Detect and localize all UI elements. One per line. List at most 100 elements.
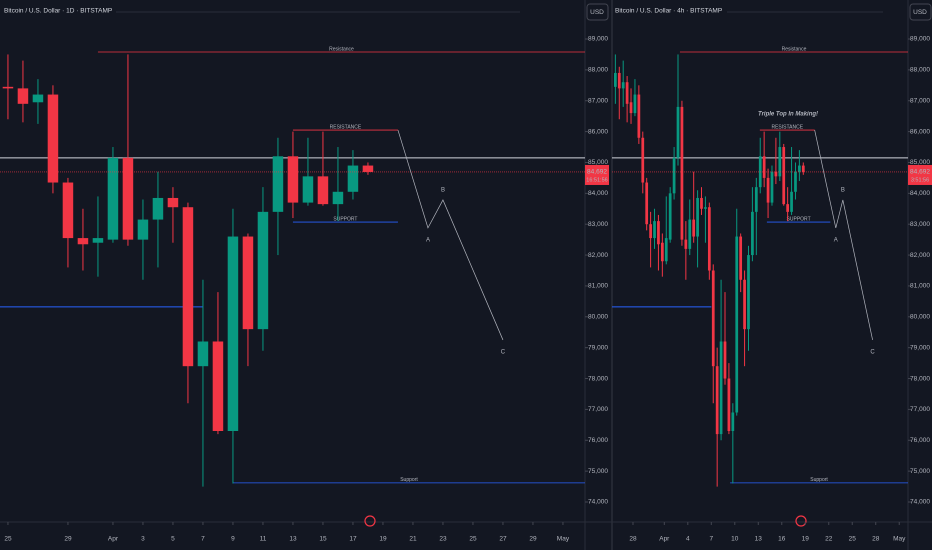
candle-body [197, 341, 209, 367]
price-tag-value: 84,692 [910, 169, 930, 176]
y-tick-label: 79,000 [588, 344, 608, 351]
x-tick-label: 3 [141, 536, 145, 543]
projection-path [397, 129, 504, 341]
projection-path [814, 129, 873, 341]
y-tick-label: 89,000 [588, 36, 608, 43]
y-tick-label: 86,000 [910, 128, 930, 135]
candle-body [786, 204, 790, 212]
candle-body [227, 236, 239, 432]
y-tick-label: 80,000 [588, 314, 608, 321]
price-tag-countdown: 16:51:56 [586, 177, 607, 183]
candle-body [782, 147, 786, 205]
candle-body [696, 197, 699, 237]
candle-body [715, 366, 719, 435]
x-tick-label: 10 [731, 536, 739, 543]
candle-body [798, 165, 801, 172]
y-tick-label: 84,000 [588, 190, 608, 197]
currency: USD [913, 9, 927, 16]
y-tick-label: 85,000 [588, 159, 608, 166]
candle-body [167, 197, 179, 208]
candle-body [212, 341, 224, 432]
x-tick-label: Apr [659, 536, 670, 543]
y-tick-label: 84,000 [910, 190, 930, 197]
projection-label: C [870, 350, 875, 356]
x-tick-label: 21 [409, 536, 417, 543]
candle-body [766, 177, 770, 203]
projection-label: B [841, 188, 845, 194]
x-tick-label: May [557, 536, 570, 543]
candle-body [680, 106, 684, 240]
candle-body [77, 238, 89, 245]
x-tick-label: 13 [289, 536, 297, 543]
projection-label: C [501, 350, 506, 356]
candle-body [625, 82, 629, 104]
y-tick-label: 75,000 [910, 468, 930, 475]
candle-body [723, 341, 727, 379]
candle-body [684, 239, 688, 249]
x-tick-label: 29 [64, 536, 72, 543]
candle-body [137, 219, 149, 240]
y-tick-label: 88,000 [910, 67, 930, 74]
y-tick-label: 76,000 [588, 437, 608, 444]
candle-body [645, 182, 649, 225]
y-tick-label: 82,000 [588, 252, 608, 259]
candle-body [242, 236, 254, 330]
currency: USD [590, 9, 604, 16]
level-label: Resistance [329, 46, 354, 52]
candle-body [770, 171, 774, 203]
x-tick-label: Apr [108, 536, 119, 543]
candle-body [347, 165, 359, 192]
candle-body [287, 156, 299, 203]
currency-box [909, 3, 932, 21]
x-tick-label: 25 [849, 536, 857, 543]
y-tick-label: 88,000 [588, 67, 608, 74]
candle-body [727, 378, 731, 432]
y-tick-label: 85,000 [910, 159, 930, 166]
projection-label: B [441, 188, 445, 194]
y-tick-label: 74,000 [910, 499, 930, 506]
candle-body [762, 156, 766, 178]
x-tick-label: 23 [439, 536, 447, 543]
level-label: Support [400, 477, 418, 483]
x-tick-label: 9 [231, 536, 235, 543]
x-tick-label: 4 [686, 536, 690, 543]
candle-body [272, 156, 284, 212]
x-tick-label: 22 [825, 536, 833, 543]
candle-body [637, 94, 641, 138]
price-tag [585, 164, 609, 185]
chart-title: Bitcoin / U.S. Dollar · 1D · BITSTAMP [4, 8, 112, 15]
candle-body [633, 94, 637, 114]
y-tick-label: 83,000 [910, 221, 930, 228]
candle-body [668, 193, 672, 240]
candle-body [332, 191, 344, 205]
candle-body [317, 176, 329, 205]
level-label: RESISTANCE [771, 124, 803, 130]
price-tag [908, 164, 932, 185]
y-tick-label: 87,000 [910, 97, 930, 104]
candle-body [621, 82, 625, 89]
candle-body [257, 211, 269, 330]
candle-body [107, 157, 119, 240]
y-tick-label: 77,000 [588, 406, 608, 413]
candle-body [17, 88, 29, 104]
y-tick-label: 78,000 [588, 375, 608, 382]
candle-body [2, 86, 14, 89]
candle-body [122, 157, 134, 240]
level-label: RESISTANCE [330, 124, 362, 130]
candle-body [613, 72, 617, 87]
candle-body [704, 207, 707, 209]
level-label: SUPPORT [333, 216, 357, 222]
candle-body [700, 197, 703, 209]
candle-body [754, 187, 758, 212]
x-tick-label: May [893, 536, 906, 543]
x-tick-label: 25 [469, 536, 477, 543]
level-label: Support [810, 477, 828, 483]
candle-body [32, 94, 44, 103]
candle-body [692, 219, 696, 237]
candle-body [794, 171, 797, 192]
y-tick-label: 74,000 [588, 499, 608, 506]
x-tick-label: 7 [709, 536, 713, 543]
candle-body [664, 238, 668, 262]
